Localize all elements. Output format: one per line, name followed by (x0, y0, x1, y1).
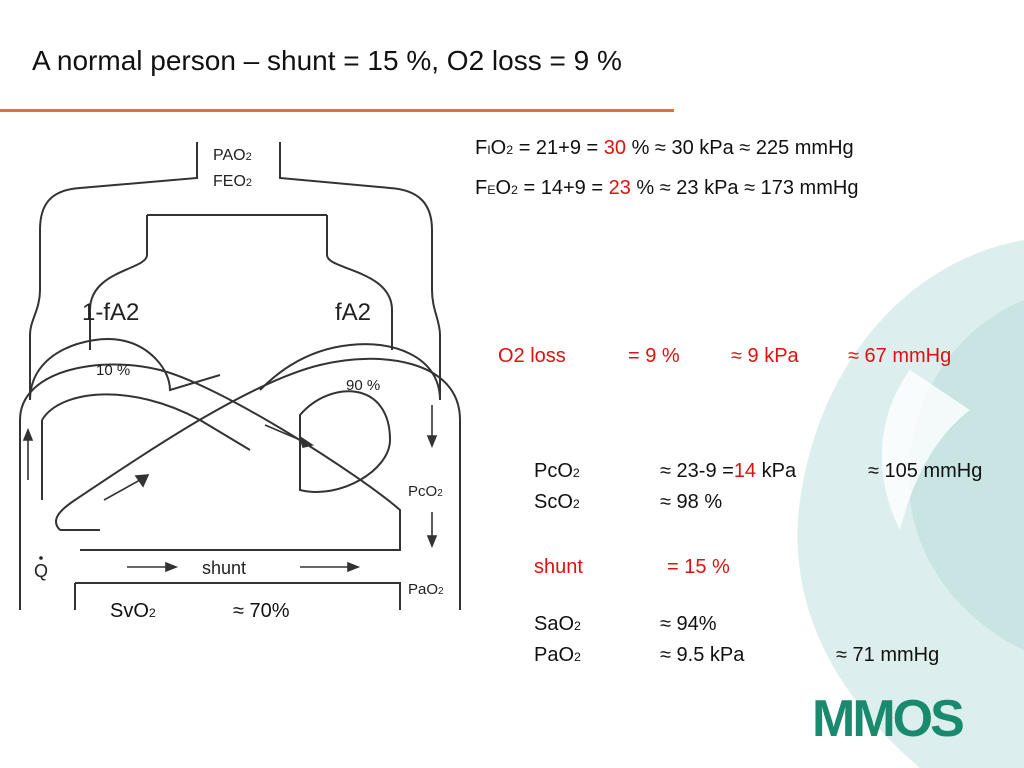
o2-loss-percent: = 9 % (628, 345, 680, 367)
mmos-logo: MMOS (812, 690, 966, 744)
o2-loss-label: O2 loss (498, 345, 566, 367)
sco2-value: ≈ 98 % (660, 491, 723, 513)
feo2-label: FEO2 (213, 173, 252, 190)
diagram-pco2-label: PcO2 (408, 483, 443, 500)
svo2-row: SvO2 (110, 600, 156, 623)
fio2-row: FIO2 = 21+9 = 30 % ≈ 30 kPa ≈ 225 mmHg (475, 137, 854, 160)
pco2-sub: 2 (572, 466, 580, 480)
fio2-expr: = 21+9 = (513, 137, 604, 159)
feo2-sub-2: 2 (511, 183, 518, 197)
fio2-sub-i: I (487, 143, 491, 157)
shunt-label: shunt (534, 556, 583, 578)
background-swirl-decoration (797, 240, 1024, 768)
pao2-kpa: ≈ 9.5 kPa (660, 644, 745, 666)
left-alveolus-label: 1-fA2 (82, 299, 139, 326)
sao2-sub: 2 (574, 619, 581, 633)
pco2-unit: kPa (756, 460, 797, 482)
o2-loss-kpa: ≈ 9 kPa (731, 345, 799, 367)
fio2-sub-2: 2 (506, 143, 514, 157)
fio2-o: O (490, 137, 507, 159)
svo2-value: ≈ 70% (233, 600, 290, 622)
left-percent-label: 10 % (96, 362, 130, 379)
logo-text: MMOS (812, 690, 963, 744)
pao2-label: PaO (534, 644, 575, 666)
shunt-value: = 15 % (667, 556, 730, 578)
o2-loss-mmhg: ≈ 67 mmHg (848, 345, 952, 367)
sao2-label: SaO (534, 613, 575, 635)
feo2-expr: = 14+9 = (517, 177, 609, 199)
pco2-value-row: ≈ 23-9 =14 kPa (660, 460, 796, 483)
pao2-mmhg: ≈ 71 mmHg (836, 644, 940, 666)
feo2-row: FEO2 = 14+9 = 23 % ≈ 23 kPa ≈ 173 mmHg (475, 177, 858, 200)
shunt-diagram: PAO2 FEO2 1-fA2 fA2 10 % 90 % Q shunt Pc… (19, 142, 461, 610)
feo2-value: 23 (608, 177, 631, 199)
pao2-alveolar-label: PAO2 (213, 147, 252, 164)
feo2-f: F (475, 177, 488, 199)
pco2-mmhg: ≈ 105 mmHg (868, 460, 983, 482)
sco2-label: ScO (534, 491, 573, 513)
pao2-row-label: PaO2 (534, 644, 581, 667)
fio2-value: 30 (603, 137, 627, 159)
fio2-f: F (475, 137, 488, 159)
slide-title: A normal person – shunt = 15 %, O2 loss … (32, 45, 622, 76)
right-alveolus-label: fA2 (335, 299, 371, 326)
q-flow-label: Q (34, 561, 48, 581)
diagram-pao2-label: PaO2 (408, 581, 444, 598)
right-percent-label: 90 % (346, 377, 380, 394)
feo2-conversion: % ≈ 23 kPa ≈ 173 mmHg (630, 177, 859, 199)
pco2-approx: ≈ 23-9 = (660, 460, 734, 482)
title-underline (0, 109, 674, 112)
feo2-o: O (495, 177, 512, 199)
svo2-sub: 2 (148, 606, 156, 620)
diagram-shunt-label: shunt (202, 558, 246, 578)
pco2-value: 14 (733, 460, 757, 482)
pco2-label: PcO (534, 460, 573, 482)
sco2-sub: 2 (572, 497, 580, 511)
sao2-row-label: SaO2 (534, 613, 581, 636)
sao2-value: ≈ 94% (660, 613, 717, 635)
sco2-row-label: ScO2 (534, 491, 580, 514)
pao2-sub: 2 (574, 650, 581, 664)
feo2-sub-e: E (487, 183, 496, 197)
svo2-label: SvO (110, 600, 149, 622)
pco2-row-label: PcO2 (534, 460, 580, 483)
fio2-conversion: % ≈ 30 kPa ≈ 225 mmHg (626, 137, 854, 159)
